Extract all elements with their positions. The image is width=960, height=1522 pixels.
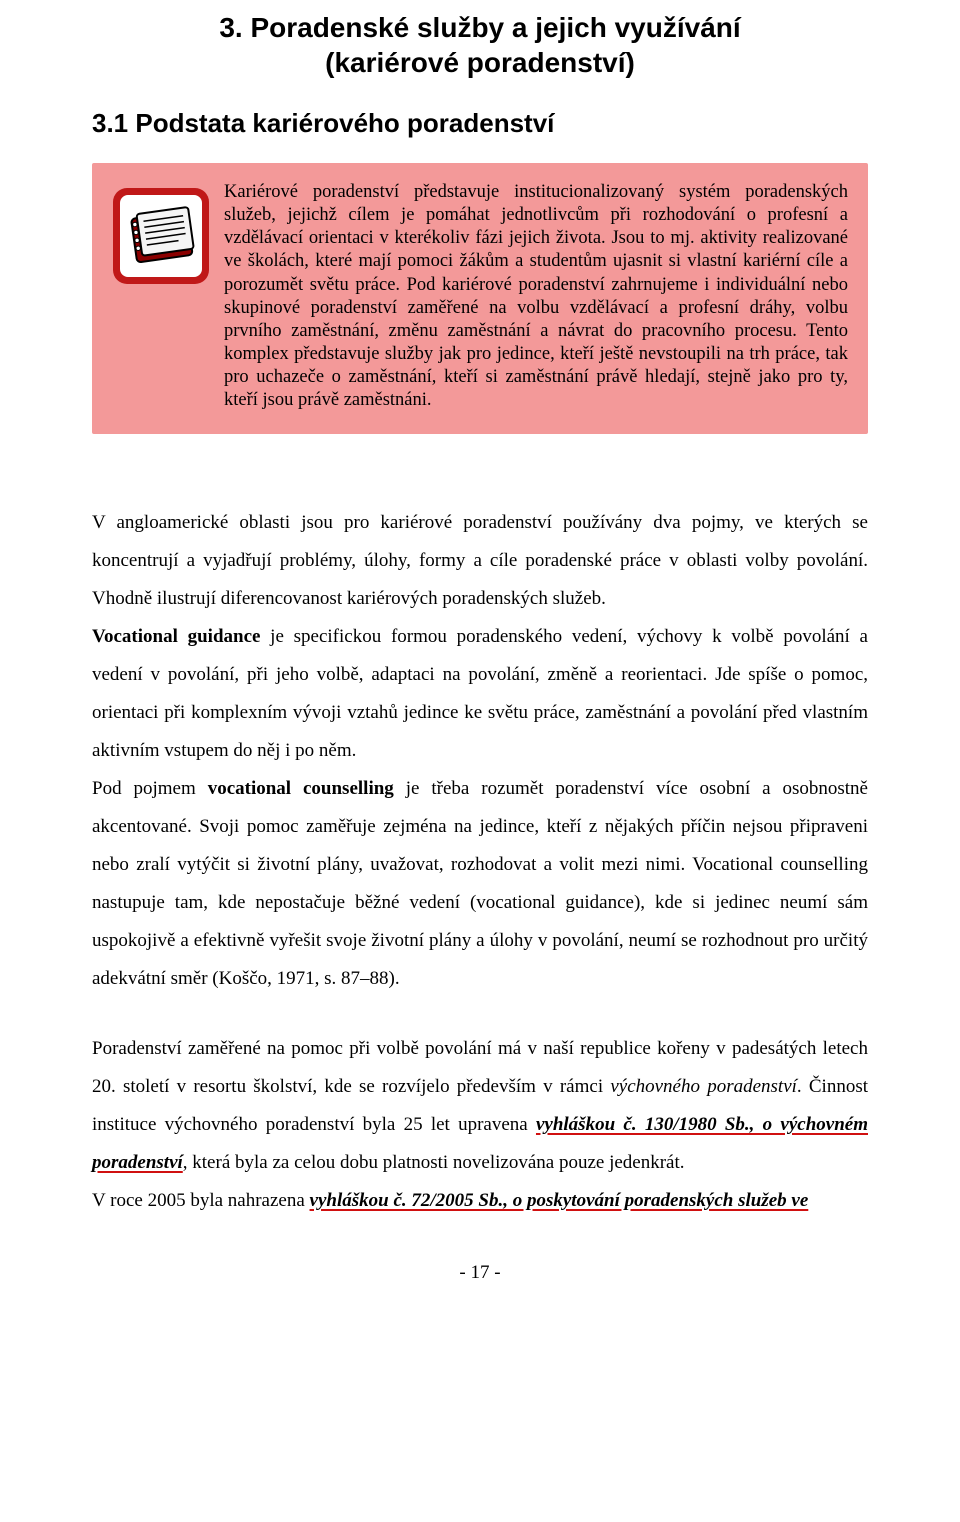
decree-link[interactable]: vyhláškou č. 72/2005 Sb., o poskytování … [310, 1190, 809, 1211]
text: , která byla za celou dobu platnosti nov… [183, 1152, 685, 1173]
callout-text: Kariérové poradenství představuje instit… [224, 181, 848, 412]
paragraph: V roce 2005 byla nahrazena vyhláškou č. … [92, 1182, 868, 1220]
term-vocational-guidance: Vocational guidance [92, 626, 260, 647]
notebook-icon [112, 187, 210, 290]
text: V roce 2005 byla nahrazena [92, 1190, 310, 1211]
definition-callout: Kariérové poradenství představuje instit… [92, 163, 868, 434]
paragraph: Vocational guidance je specifickou formo… [92, 618, 868, 770]
paragraph: V angloamerické oblasti jsou pro kariéro… [92, 504, 868, 618]
italic-term: výchovného poradenství [610, 1076, 797, 1097]
paragraph: Poradenství zaměřené na pomoc při volbě … [92, 1030, 868, 1182]
text: Pod pojmem [92, 778, 208, 799]
term-vocational-counselling: vocational counselling [208, 778, 394, 799]
body-text: V angloamerické oblasti jsou pro kariéro… [92, 504, 868, 1220]
page-number: - 17 - [92, 1262, 868, 1284]
chapter-title-line2: (kariérové poradenství) [92, 45, 868, 80]
paragraph: Pod pojmem vocational counselling je tře… [92, 770, 868, 998]
section-title: 3.1 Podstata kariérového poradenství [92, 108, 868, 139]
page: 3. Poradenské služby a jejich využívání … [0, 0, 960, 1314]
text: V angloamerické oblasti jsou pro kariéro… [92, 512, 868, 609]
paragraph-gap [92, 998, 868, 1030]
text: je třeba rozumět poradenství více osobní… [92, 778, 868, 989]
chapter-title-line1: 3. Poradenské služby a jejich využívání [92, 10, 868, 45]
chapter-title: 3. Poradenské služby a jejich využívání … [92, 10, 868, 80]
